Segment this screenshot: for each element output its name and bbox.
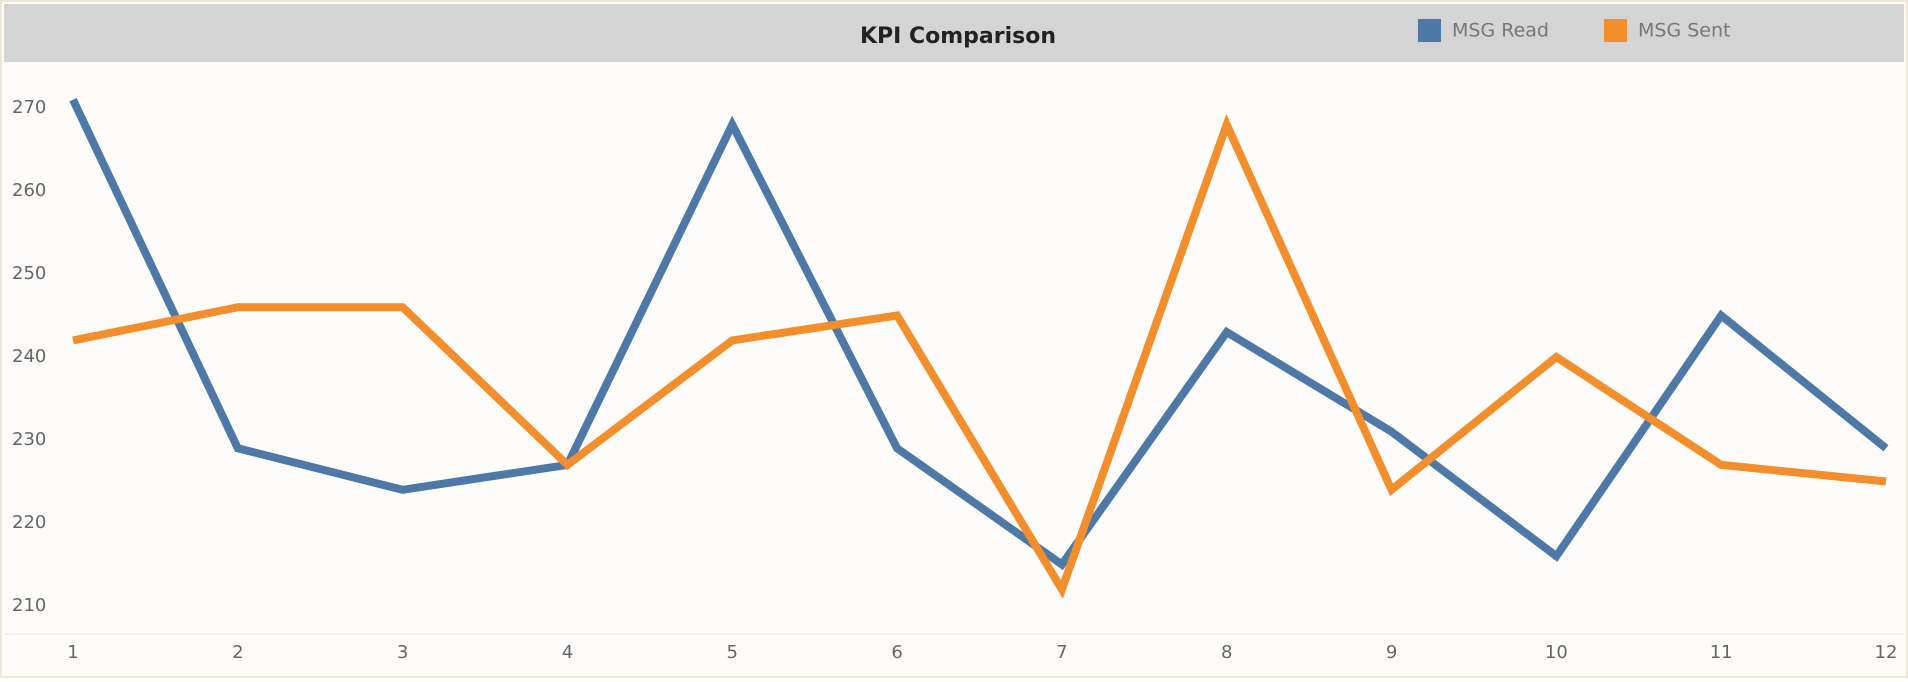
y-tick-label: 270 [12,97,46,118]
x-tick-label: 9 [1386,642,1397,663]
y-tick-label: 220 [12,512,46,533]
y-tick-label: 250 [12,263,46,284]
legend-swatch [1604,19,1627,42]
y-tick-label: 240 [12,346,46,367]
x-tick-label: 2 [232,642,243,663]
legend-swatch [1418,19,1441,42]
x-tick-label: 8 [1221,642,1232,663]
legend-label: MSG Read [1452,20,1549,42]
x-tick-label: 6 [891,642,902,663]
x-tick-label: 3 [397,642,408,663]
header-band [4,4,1904,62]
y-tick-label: 260 [12,180,46,201]
x-tick-label: 10 [1545,642,1568,663]
x-tick-label: 5 [727,642,738,663]
chart-title: KPI Comparison [860,24,1056,49]
x-tick-label: 7 [1056,642,1067,663]
x-tick-label: 11 [1710,642,1733,663]
legend-label: MSG Sent [1638,20,1730,42]
x-tick-label: 4 [562,642,573,663]
y-tick-label: 230 [12,429,46,450]
series-line [72,113,1887,599]
series-line [69,97,1889,571]
x-tick-label: 12 [1875,642,1898,663]
y-tick-label: 210 [12,595,46,616]
x-tick-label: 1 [67,642,78,663]
